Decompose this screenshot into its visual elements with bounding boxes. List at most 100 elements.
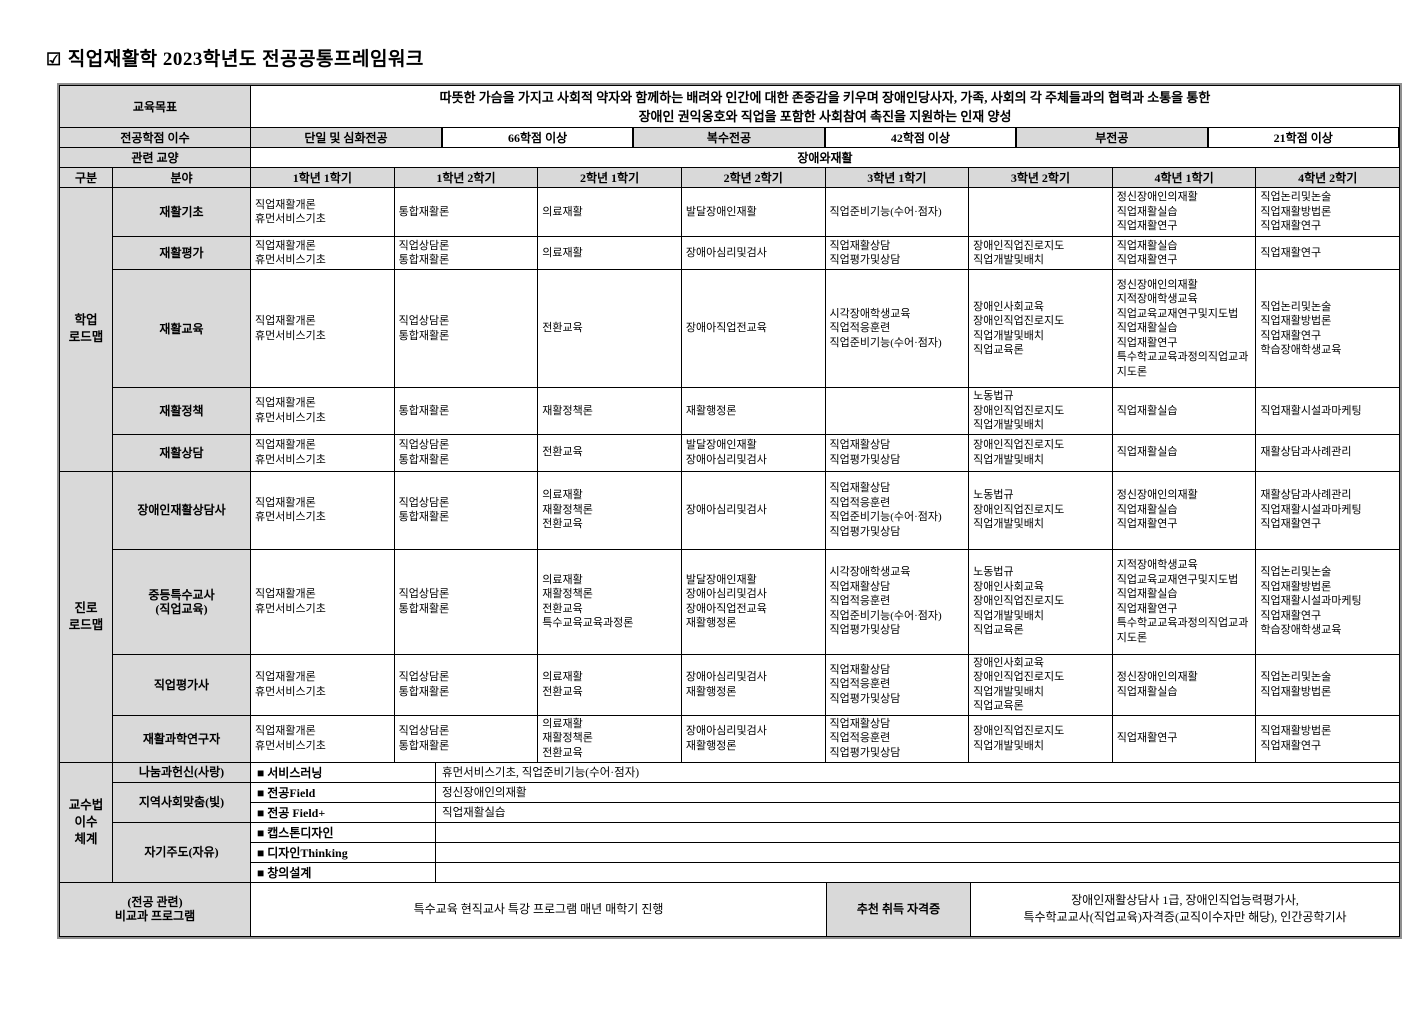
extra-program-table: (전공 관련) 비교과 프로그램 특수교육 현직교사 특강 프로그램 매년 매학…	[59, 881, 1400, 937]
teaching-category: 나눔과헌신(사랑)	[112, 761, 251, 783]
course-cell: 직업상담론 통합재활론	[393, 548, 539, 655]
curriculum-table: 구분 분야 1학년 1학기 1학년 2학기 2학년 1학기 2학년 2학기 3학…	[59, 167, 1400, 763]
goal-text: 따뜻한 가슴을 가지고 사회적 약자와 함께하는 배려와 인간에 대한 존중감을…	[250, 85, 1400, 128]
course-cell: 직업재활실습	[1111, 433, 1257, 472]
course-cell: 의료재활 재활정책론 전환교육	[537, 714, 682, 763]
course-cell: 재활정책론	[537, 387, 682, 435]
course-cell: 직업상담론 통합재활론	[393, 470, 539, 550]
cert-list: 장애인재활상담사 1급, 장애인직업능력평가사, 특수학교교사(직업교육)자격증…	[970, 881, 1400, 937]
teaching-method: ■ 전공Field	[250, 781, 436, 803]
course-cell: 직업상담론 통합재활론	[393, 653, 539, 716]
page-title: ☑ 직업재활학 2023학년도 전공공통프레임워크	[46, 44, 1403, 71]
group-label-study: 학업 로드맵	[59, 187, 113, 472]
liberal-value: 장애와재활	[250, 147, 1400, 168]
course-cell: 의료재활	[537, 236, 682, 270]
course-cell: 직업재활개론 휴먼서비스기초	[250, 470, 395, 550]
course-cell: 정신장애인의재활 직업재활실습 직업재활연구	[1111, 187, 1257, 237]
course-cell: 직업재활개론 휴먼서비스기초	[250, 269, 395, 388]
course-cell: 직업재활상담 직업적응훈련 직업평가및상담	[824, 714, 970, 763]
course-cell: 의료재활	[537, 187, 682, 237]
course-cell: 발달장애인재활 장애아심리및검사 장애아직업전교육 재활행정론	[680, 548, 826, 655]
course-cell: 재활상담과사례관리	[1255, 433, 1400, 472]
course-cell: 지적장애학생교육 직업교육교재연구및지도법 직업재활실습 직업재활연구 특수학교…	[1111, 548, 1257, 655]
col-header-semester: 4학년 2학기	[1255, 167, 1400, 188]
extra-program-label: (전공 관련) 비교과 프로그램	[59, 881, 251, 937]
row-label: 직업평가사	[112, 653, 251, 716]
table-row: 진로 로드맵 장애인재활상담사 직업재활개론 휴먼서비스기초 직업상담론 통합재…	[59, 470, 1400, 763]
course-cell: 직업재활실습 직업재활연구	[1111, 236, 1257, 270]
table-row: 중등특수교사 (직업교육) 직업재활개론 휴먼서비스기초 직업상담론 통합재활론…	[60, 548, 1400, 655]
row-label: 재활평가	[112, 236, 251, 270]
course-cell: 재활상담과사례관리 직업재활시설과마케팅 직업재활연구	[1255, 470, 1400, 550]
table-row: 자기주도(자유) ■ 캡스톤디자인	[60, 821, 1400, 883]
credit-type: 복수전공	[632, 127, 826, 148]
teaching-value: 휴먼서비스기초, 직업준비기능(수어·점자)	[435, 761, 1400, 783]
extra-program-text: 특수교육 현직교사 특강 프로그램 매년 매학기 진행	[250, 881, 827, 937]
col-header-semester: 4학년 1학기	[1111, 167, 1257, 188]
teaching-method: ■ 서비스러닝	[250, 761, 436, 783]
course-cell: 통합재활론	[393, 387, 539, 435]
table-row: 직업평가사 직업재활개론 휴먼서비스기초 직업상담론 통합재활론 의료재활 전환…	[60, 653, 1400, 716]
course-cell: 장애인사회교육 장애인직업진로지도 직업개발및배치 직업교육론	[968, 269, 1113, 388]
credit-value: 66학점 이상	[440, 127, 635, 148]
row-label: 재활교육	[112, 269, 251, 388]
checkbox-icon: ☑	[46, 50, 62, 69]
course-cell: 재활행정론	[680, 387, 826, 435]
row-label: 재활상담	[112, 433, 251, 472]
table-row: 재활평가 직업재활개론 휴먼서비스기초 직업상담론 통합재활론 의료재활 장애아…	[60, 236, 1400, 270]
course-cell: 직업재활개론 휴먼서비스기초	[250, 433, 395, 472]
row-label: 재활정책	[112, 387, 251, 435]
course-cell: 의료재활 재활정책론 전환교육 특수교육교육과정론	[537, 548, 682, 655]
teaching-value: 정신장애인의재활	[435, 781, 1400, 803]
credit-type: 부전공	[1015, 127, 1209, 148]
course-cell: 전환교육	[537, 433, 682, 472]
table-row: 교수법 이수 체계 나눔과헌신(사랑) ■ 서비스러닝 휴먼서비스기초, 직업준…	[59, 761, 1400, 883]
teaching-value	[435, 861, 1400, 883]
row-label: 중등특수교사 (직업교육)	[112, 548, 251, 655]
table-row: ■ 전공 Field+ 직업재활실습	[60, 801, 1400, 823]
teaching-method: ■ 창의설계	[250, 861, 436, 883]
credit-value: 21학점 이상	[1206, 127, 1401, 148]
col-header-semester: 2학년 1학기	[537, 167, 682, 188]
framework-table: 교육목표 따뜻한 가슴을 가지고 사회적 약자와 함께하는 배려와 인간에 대한…	[57, 83, 1402, 939]
teaching-value	[435, 821, 1400, 843]
course-cell: 시각장애학생교육 직업재활상담 직업적응훈련 직업준비기능(수어·점자) 직업평…	[824, 548, 970, 655]
teaching-method-table: 교수법 이수 체계 나눔과헌신(사랑) ■ 서비스러닝 휴먼서비스기초, 직업준…	[59, 761, 1400, 883]
course-cell: 장애인사회교육 장애인직업진로지도 직업개발및배치 직업교육론	[968, 653, 1113, 716]
page-title-text: 직업재활학 2023학년도 전공공통프레임워크	[67, 49, 424, 70]
course-cell: 시각장애학생교육 직업적응훈련 직업준비기능(수어·점자)	[824, 269, 970, 388]
course-cell: 직업재활연구	[1111, 714, 1257, 763]
course-cell: 직업재활연구	[1255, 236, 1400, 270]
col-header-semester: 2학년 2학기	[680, 167, 826, 188]
course-cell	[968, 187, 1113, 237]
teaching-value	[435, 841, 1400, 863]
teaching-method: ■ 디자인Thinking	[250, 841, 436, 863]
course-cell: 장애인직업진로지도 직업개발및배치	[968, 714, 1113, 763]
credits-table: 전공학점 이수 단일 및 심화전공 66학점 이상 복수전공 42학점 이상 부…	[59, 127, 1401, 148]
course-cell: 발달장애인재활	[680, 187, 826, 237]
course-cell: 직업재활개론 휴먼서비스기초	[250, 387, 395, 435]
table-row: 지역사회맞춤(빛) ■ 전공Field 정신장애인의재활	[60, 781, 1400, 823]
table-row: 재활과학연구자 직업재활개론 휴먼서비스기초 직업상담론 통합재활론 의료재활 …	[60, 714, 1400, 763]
credit-type: 단일 및 심화전공	[249, 127, 443, 148]
course-cell: 장애인직업진로지도 직업개발및배치	[968, 236, 1113, 270]
course-cell: 직업재활상담 직업평가및상담	[824, 236, 970, 270]
col-header-semester: 1학년 2학기	[393, 167, 539, 188]
course-cell: 의료재활 전환교육	[537, 653, 682, 716]
course-cell: 노동법규 장애인사회교육 장애인직업진로지도 직업개발및배치 직업교육론	[968, 548, 1113, 655]
table-row: ■ 디자인Thinking	[60, 841, 1400, 863]
course-cell: 직업논리및논술 직업재활방법론	[1255, 653, 1400, 716]
table-row: (전공 관련) 비교과 프로그램 특수교육 현직교사 특강 프로그램 매년 매학…	[59, 881, 1400, 937]
course-cell: 직업재활개론 휴먼서비스기초	[250, 653, 395, 716]
course-cell: 의료재활 재활정책론 전환교육	[537, 470, 682, 550]
course-cell: 장애아심리및검사 재활행정론	[680, 653, 826, 716]
teaching-method: ■ 캡스톤디자인	[250, 821, 436, 843]
course-cell: 노동법규 장애인직업진로지도 직업개발및배치	[968, 387, 1113, 435]
course-cell: 장애아심리및검사 재활행정론	[680, 714, 826, 763]
col-header-semester: 3학년 1학기	[824, 167, 970, 188]
course-cell: 직업재활실습	[1111, 387, 1257, 435]
credits-label: 전공학점 이수	[59, 127, 251, 148]
teaching-category: 지역사회맞춤(빛)	[112, 781, 251, 823]
credit-value: 42학점 이상	[823, 127, 1018, 148]
course-cell: 직업논리및논술 직업재활방법론 직업재활시설과마케팅 직업재활연구 학습장애학생…	[1255, 548, 1400, 655]
